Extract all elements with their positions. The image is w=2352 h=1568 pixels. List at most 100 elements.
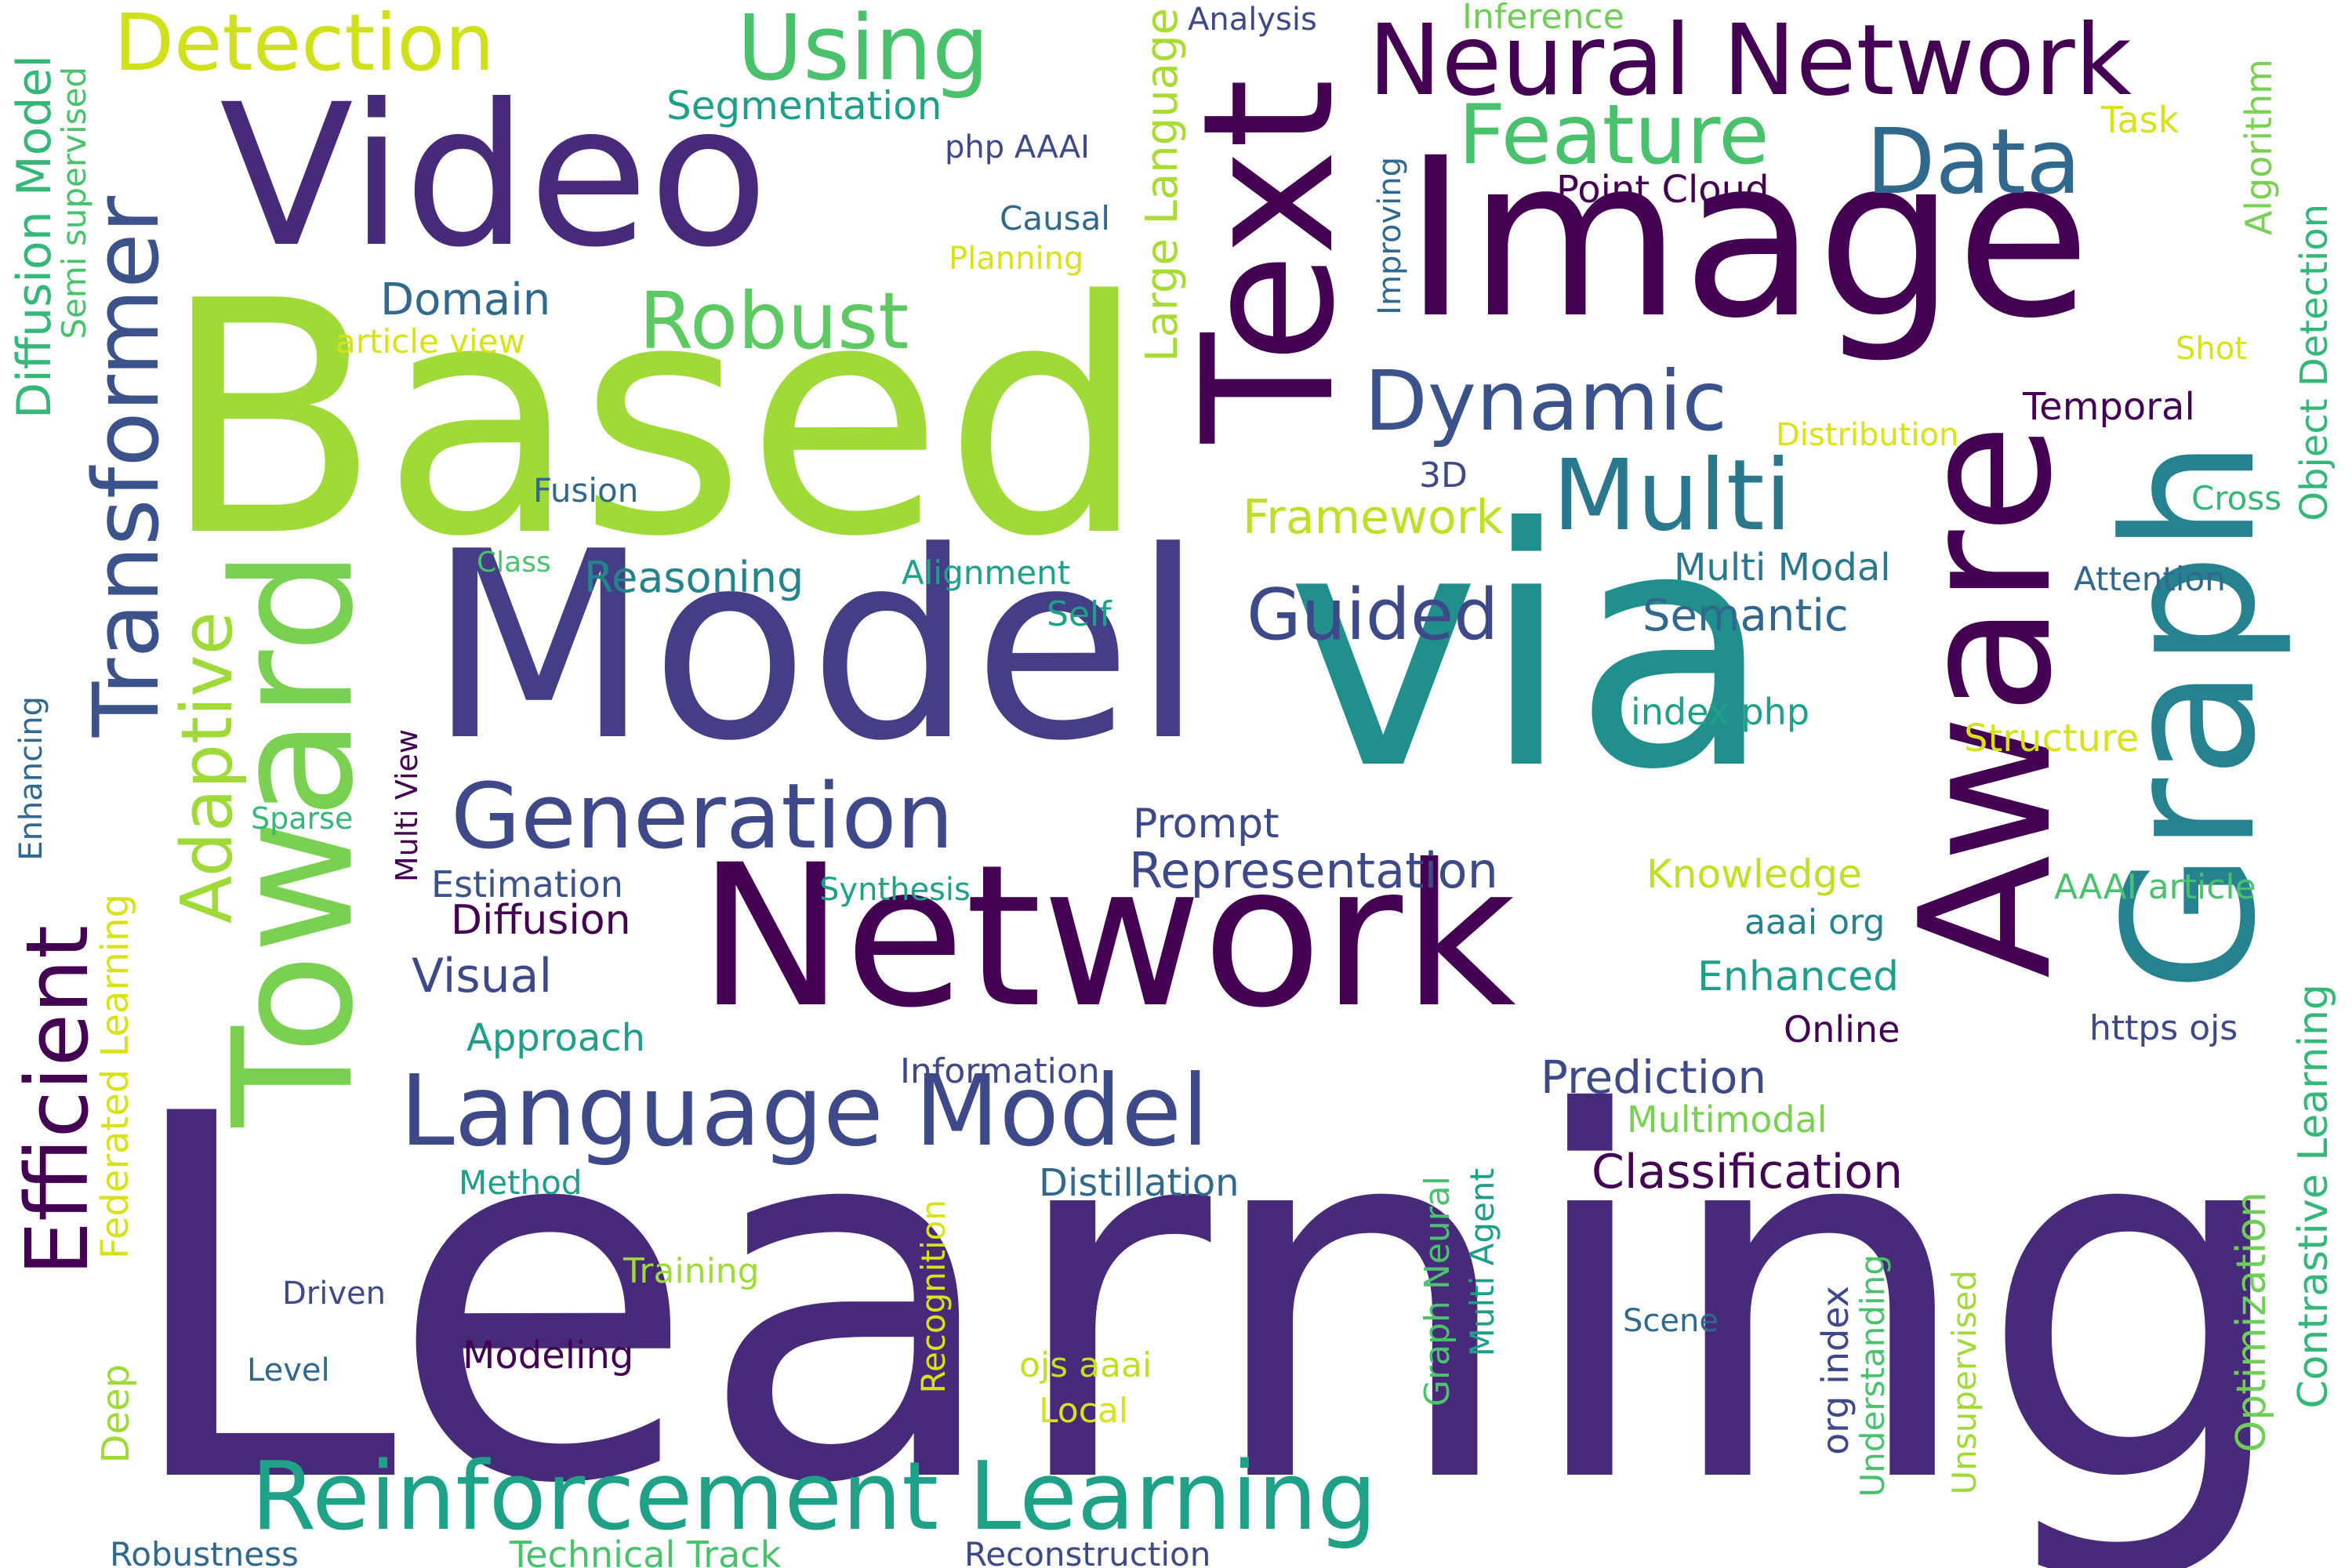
word-neural-network: Neural Network — [1368, 4, 2132, 118]
word-federated-learning: Federated Learning — [93, 894, 137, 1260]
word-diffusion-model: Diffusion Model — [7, 55, 62, 419]
word-using: Using — [737, 0, 989, 101]
word-estimation: Estimation — [431, 863, 623, 906]
word-framework: Framework — [1243, 490, 1504, 545]
word-index-php: index php — [1631, 691, 1810, 733]
word-contrastive-learning: Contrastive Learning — [2290, 984, 2337, 1409]
word-3d: 3D — [1419, 456, 1468, 495]
word-image: Image — [1403, 111, 2091, 367]
word-aaai-article: AAAI article — [2054, 867, 2256, 907]
word-optimization: Optimization — [2228, 1192, 2275, 1453]
word-task: Task — [2101, 99, 2180, 141]
word-based: Based — [161, 232, 1148, 607]
word-synthesis: Synthesis — [819, 872, 971, 908]
word-robustness: Robustness — [110, 1535, 299, 1568]
word-diffusion: Diffusion — [451, 897, 631, 944]
word-adaptive: Adaptive — [166, 612, 249, 924]
word-analysis: Analysis — [1188, 2, 1317, 38]
word-visual: Visual — [412, 949, 553, 1004]
word-semi-supervised: Semi supervised — [55, 67, 93, 339]
word-classification: Classification — [1592, 1145, 1904, 1200]
word-graph: Graph — [2086, 439, 2296, 993]
word-scene: Scene — [1623, 1303, 1719, 1339]
word-method: Method — [459, 1163, 583, 1202]
word-modeling: Modeling — [463, 1334, 634, 1377]
word-level: Level — [247, 1352, 330, 1388]
word-multi-agent: Multi Agent — [1463, 1168, 1501, 1357]
word-via: via — [1286, 459, 1774, 842]
word-unsupervised: Unsupervised — [1945, 1270, 1984, 1495]
word-learning: Learning — [118, 1009, 2296, 1568]
word-shot: Shot — [2176, 331, 2247, 367]
word-sparse: Sparse — [251, 801, 354, 836]
word-planning: Planning — [949, 241, 1084, 277]
word-aware: Aware — [1882, 423, 2092, 979]
word-improving: Improving — [1372, 157, 1408, 315]
word-distillation: Distillation — [1039, 1161, 1240, 1205]
word-knowledge: Knowledge — [1646, 851, 1862, 897]
word-enhanced: Enhanced — [1697, 953, 1900, 1000]
word-domain: Domain — [380, 274, 551, 325]
word-causal: Causal — [1000, 199, 1110, 238]
word-multi: Multi — [1552, 439, 1792, 553]
word-model: Model — [427, 496, 1204, 797]
word-online: Online — [1784, 1008, 1900, 1051]
word-deep: Deep — [94, 1364, 138, 1464]
word-point-cloud: Point Cloud — [1556, 168, 1769, 212]
word-php-aaai: php AAAI — [945, 129, 1090, 165]
word-efficient: Efficient — [7, 925, 107, 1276]
word-information: Information — [900, 1051, 1100, 1091]
word-attention: Attention — [2074, 560, 2226, 598]
word-object-detection: Object Detection — [2292, 204, 2336, 521]
word-graph-neural: Graph Neural — [1417, 1176, 1457, 1407]
word-structure: Structure — [1964, 717, 2140, 760]
word-feature: Feature — [1458, 87, 1769, 183]
word-fusion: Fusion — [533, 471, 639, 510]
word-org-index: org index — [1814, 1286, 1857, 1455]
word-reasoning: Reasoning — [584, 553, 804, 602]
word-class: Class — [477, 546, 551, 579]
word-video: Video — [220, 62, 769, 290]
word-reinforcement-learning: Reinforcement Learning — [251, 1443, 1377, 1552]
word-recognition: Recognition — [914, 1200, 953, 1394]
word-prompt: Prompt — [1133, 800, 1279, 848]
word-article-view: article view — [336, 322, 525, 361]
word-segmentation: Segmentation — [666, 83, 942, 129]
word-multi-view: Multi View — [390, 729, 424, 883]
word-algorithm: Algorithm — [2238, 59, 2280, 236]
word-self: Self — [1047, 594, 1112, 634]
word-representation: Representation — [1129, 842, 1498, 899]
word-multi-modal: Multi Modal — [1674, 546, 1891, 590]
word-technical-track: Technical Track — [510, 1534, 782, 1568]
word-cross: Cross — [2191, 479, 2282, 517]
word-driven: Driven — [282, 1276, 386, 1312]
word-inference: Inference — [1462, 0, 1624, 37]
word-guided: Guided — [1247, 574, 1499, 656]
word-detection: Detection — [114, 0, 495, 89]
word-reconstruction: Reconstruction — [964, 1535, 1211, 1568]
word-multimodal: Multimodal — [1627, 1098, 1828, 1141]
word-distribution: Distribution — [1776, 417, 1959, 453]
word-language-model: Language Model — [400, 1054, 1209, 1168]
word-data: Data — [1866, 110, 2082, 215]
word-network: Network — [698, 822, 1516, 1051]
word-alignment: Alignment — [902, 554, 1071, 592]
word-dynamic: Dynamic — [1364, 354, 1728, 449]
word-local: Local — [1039, 1391, 1129, 1431]
word-transformer: Transformer — [74, 196, 180, 738]
word-https-ojs: https ojs — [2089, 1008, 2238, 1048]
word-generation: Generation — [451, 764, 954, 869]
word-ojs-aaai: ojs aaai — [1019, 1345, 1152, 1385]
word-temporal: Temporal — [2023, 385, 2195, 429]
word-text: Text — [1165, 78, 1374, 444]
word-semantic: Semantic — [1642, 590, 1849, 641]
word-prediction: Prediction — [1541, 1051, 1767, 1104]
word-large-language: Large Language — [1137, 8, 1188, 362]
word-robust: Robust — [639, 275, 909, 367]
word-aaai-org: aaai org — [1744, 902, 1886, 942]
word-understanding: Understanding — [1853, 1254, 1892, 1497]
word-training: Training — [623, 1251, 760, 1291]
word-approach: Approach — [466, 1016, 646, 1060]
word-enhancing: Enhancing — [13, 696, 49, 861]
